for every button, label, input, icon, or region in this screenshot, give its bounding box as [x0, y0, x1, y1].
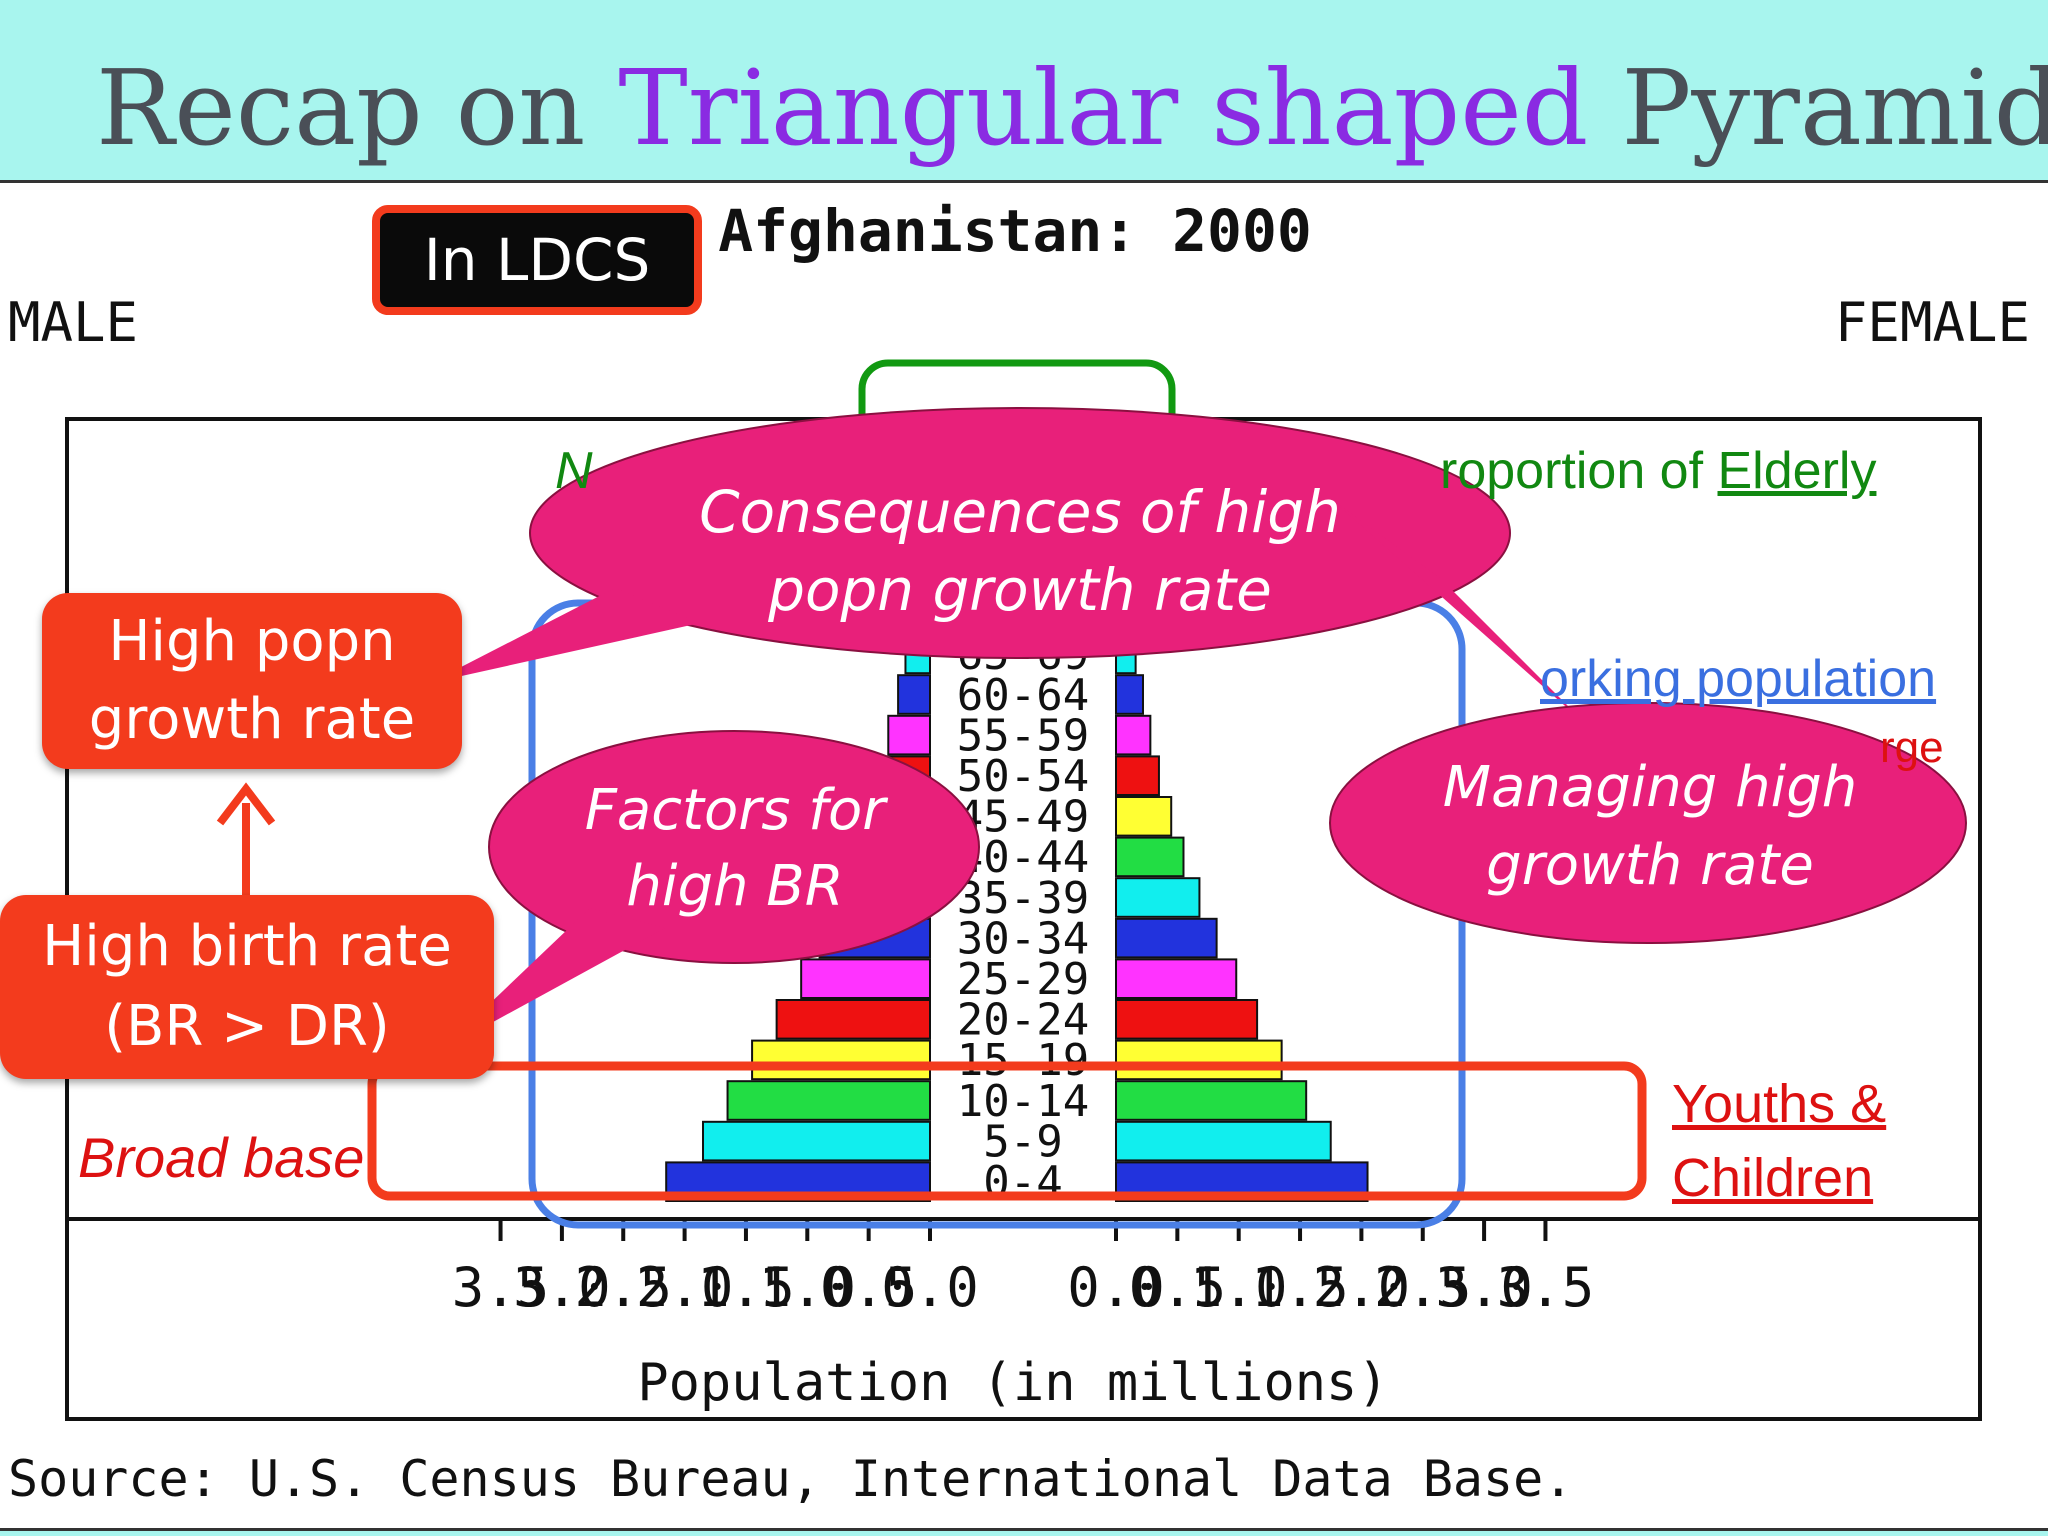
x-tick-label-6: 0.5	[820, 1256, 918, 1319]
title-highlight: Triangular shaped	[618, 47, 1589, 169]
broad-base-note: Broad base	[78, 1125, 364, 1190]
x-tick-label-3: 2.0	[636, 1256, 734, 1319]
age-label-60-64: 60-64	[957, 670, 1089, 721]
x-tick-label-10: 1.0	[1190, 1256, 1288, 1319]
ldcs-text: In LDCS	[423, 226, 651, 294]
elderly-note: N	[555, 441, 593, 501]
youths-note: Youths & Children	[1672, 1067, 1886, 1215]
age-label-20-24: 20-24	[957, 995, 1089, 1046]
male-bar-15-19	[751, 1039, 932, 1081]
birth-line-1: High birth rate	[42, 914, 452, 979]
x-tick-label-11: 1.5	[1251, 1256, 1349, 1319]
female-bar-55-59	[1115, 714, 1152, 756]
age-label-55-59: 55-59	[957, 710, 1089, 761]
age-label-30-34: 30-34	[957, 913, 1089, 964]
x-tick-label-5: 1.0	[759, 1256, 857, 1319]
female-bar-25-29	[1115, 958, 1238, 1000]
working-fragment: orking population	[1540, 650, 1937, 708]
population-pyramid: 0-45-910-1415-1920-2425-2930-3435-3940-4…	[8, 197, 2030, 1508]
callout-consequences-text: Consequences of high popn growth rate	[699, 478, 1341, 624]
youths-line-2: Children	[1672, 1148, 1874, 1208]
female-label: FEMALE	[1835, 291, 2030, 354]
x-tick-label-14: 3.0	[1435, 1256, 1533, 1319]
broad-base-text: Broad base	[78, 1126, 365, 1189]
female-bar-50-54	[1115, 755, 1160, 797]
female-bar-20-24	[1115, 999, 1259, 1040]
large-note: rge	[1880, 723, 1944, 773]
chart-panel: 0-4 5-9 10-14 15-19 20-24 25-29 30-34 35-39 40-4…	[0, 180, 2048, 1531]
age-label-15-19: 15-19	[957, 1035, 1089, 1086]
male-bar-25-29	[800, 958, 931, 1000]
male-bar-20-24	[775, 999, 931, 1040]
callout-consequences-shape	[430, 407, 1590, 728]
female-bar-30-34	[1115, 917, 1218, 959]
female-bar-60-64	[1115, 674, 1144, 715]
male-bar-55-59	[887, 714, 931, 756]
female-bar-15-19	[1115, 1039, 1283, 1081]
x-tick-label-9: 0.5	[1129, 1256, 1227, 1319]
x-axis-label: Population (in millions)	[637, 1353, 1388, 1413]
working-note: orking population	[1540, 649, 1936, 709]
high-birth-rate-box: High birth rate (BR > DR)	[0, 895, 494, 1079]
youth-bracket	[367, 1061, 1647, 1201]
x-tick-label-13: 2.5	[1374, 1256, 1472, 1319]
elderly-prefix: N	[555, 442, 593, 500]
source-note: Source: U.S. Census Bureau, Internationa…	[8, 1450, 1573, 1508]
x-tick-label-12: 2.0	[1313, 1256, 1411, 1319]
male-label: MALE	[8, 291, 138, 354]
age-label-10-14: 10-14	[957, 1076, 1089, 1127]
chart-title: Afghanistan: 2000	[718, 197, 1312, 265]
high-popn-line-2: growth rate	[88, 687, 416, 752]
high-popn-growth-box: High popn growth rate	[42, 593, 462, 769]
age-label-5-9: 5-9	[983, 1116, 1062, 1167]
callout-factors-text: Factors for high BR	[584, 778, 886, 919]
female-bar-5-9	[1115, 1120, 1332, 1162]
age-label-25-29: 25-29	[957, 954, 1089, 1005]
male-bar-10-14	[726, 1080, 931, 1121]
x-tick-label-15: 3.5	[1497, 1256, 1595, 1319]
x-tick-label-1: 3.0	[513, 1256, 611, 1319]
x-tick-label-0: 3.5	[452, 1256, 550, 1319]
x-tick-label-2: 2.5	[574, 1256, 672, 1319]
x-tick-label-8: 0.0	[1067, 1256, 1165, 1319]
elderly-mid: roportion of	[1440, 442, 1718, 500]
ldcs-label: In LDCS	[372, 205, 702, 315]
male-bar-5-9	[702, 1120, 931, 1162]
callout-managing-text: Managing high growth rate	[1442, 755, 1858, 898]
callout-factors-shape	[440, 730, 980, 1051]
female-bar-35-39	[1115, 877, 1201, 918]
female-bar-40-44	[1115, 836, 1185, 878]
elderly-link: Elderly	[1717, 442, 1877, 500]
youths-line-1: Youths &	[1672, 1074, 1887, 1134]
x-tick-label-7: 0.0	[881, 1256, 979, 1319]
male-bar-60-64	[897, 674, 932, 715]
slide-title: Recap on Triangular shaped Pyramid	[96, 46, 2048, 170]
female-bar-45-49	[1115, 796, 1173, 837]
large-fragment: rge	[1880, 723, 1944, 772]
ticks-group: 3.53.02.52.01.51.00.50.0 0.00.51.01.52.02…	[452, 1219, 1594, 1319]
high-popn-line-1: High popn	[108, 609, 396, 674]
callout-consequences: Consequences of high popn growth rate	[660, 473, 1380, 629]
female-bar-10-14	[1115, 1080, 1308, 1121]
up-arrow-head	[216, 782, 276, 826]
age-label-45-49: 45-49	[957, 792, 1089, 843]
elderly-note-right: roportion of Elderly	[1440, 441, 1876, 501]
age-label-35-39: 35-39	[957, 873, 1089, 924]
title-part-1: Recap on	[96, 47, 619, 169]
callout-factors: Factors for high BR	[580, 773, 890, 925]
callout-managing: Managing high growth rate	[1400, 749, 1900, 905]
birth-line-2: (BR > DR)	[104, 994, 390, 1059]
age-label-50-54: 50-54	[957, 751, 1089, 802]
callout-managing-shape	[1329, 702, 1967, 944]
x-tick-label-4: 1.5	[697, 1256, 795, 1319]
title-part-3: Pyramid	[1588, 47, 2048, 169]
